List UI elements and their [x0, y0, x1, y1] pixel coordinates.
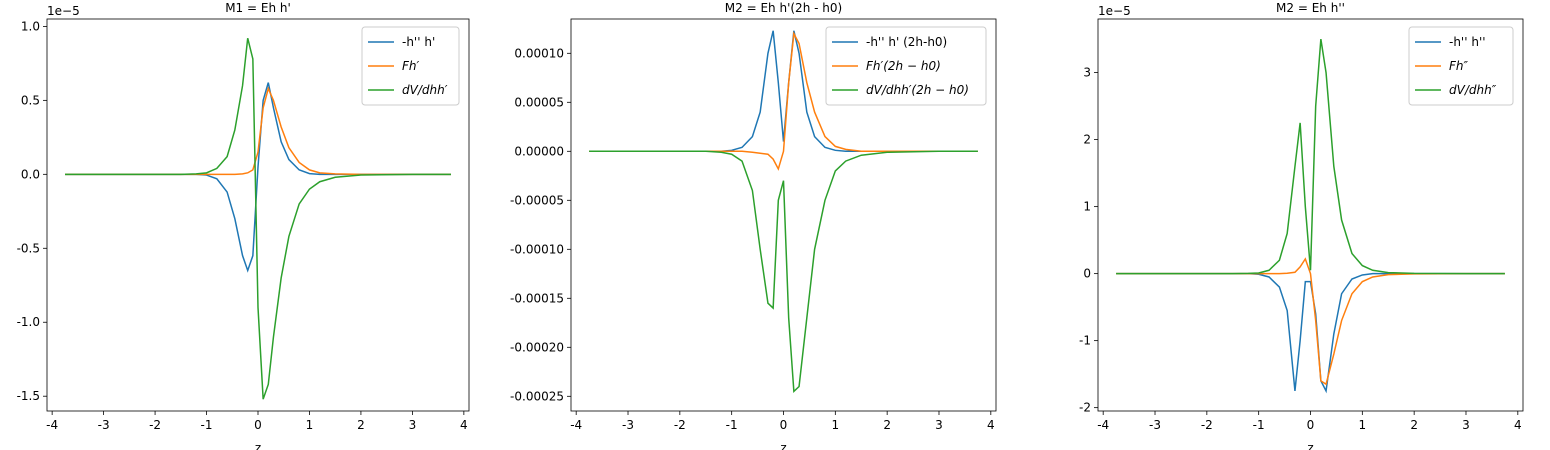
x-tick-label: -2 [1201, 418, 1213, 432]
x-tick-label: -4 [1097, 418, 1109, 432]
legend-label: -h'' h' (2h-h0) [866, 35, 947, 49]
y-tick-label: -2 [1079, 401, 1091, 415]
series-line [65, 38, 451, 400]
x-tick-label: -1 [726, 418, 738, 432]
series-line [1116, 257, 1505, 386]
x-tick-label: 4 [1514, 418, 1522, 432]
legend-label: Fh″ [1449, 59, 1469, 73]
legend-box [825, 26, 987, 106]
y-tick-label: -0.5 [17, 241, 40, 255]
x-tick-label: 1 [832, 418, 840, 432]
x-axis-label: z [1307, 441, 1313, 450]
x-tick-label: -3 [98, 418, 110, 432]
x-tick-label: 3 [935, 418, 943, 432]
y-tick-label: -0.00025 [510, 389, 564, 403]
x-tick-label: 0 [780, 418, 788, 432]
y-tick-label: 0.00000 [514, 144, 564, 158]
y-tick-label: -0.00010 [510, 242, 564, 256]
x-axis-label: z [255, 441, 261, 450]
offset-label: 1e−5 [47, 4, 80, 18]
series-line [589, 31, 978, 171]
x-tick-label: 2 [1410, 418, 1418, 432]
legend-label: dV/dhh′(2h − h0) [866, 83, 969, 97]
x-tick-label: 0 [254, 418, 262, 432]
offset-label: 1e−5 [1098, 4, 1131, 18]
y-tick-label: -0.00015 [510, 291, 564, 305]
y-tick-label: 0 [1083, 267, 1091, 281]
y-tick-label: -0.00020 [510, 340, 564, 354]
y-tick-label: -1.5 [17, 389, 40, 403]
x-tick-label: -1 [1253, 418, 1265, 432]
series-line [589, 150, 978, 394]
y-tick-label: 0.00010 [514, 46, 564, 60]
legend-label: dV/dhh″ [1449, 83, 1497, 97]
legend-box [1408, 26, 1514, 106]
series-line [1116, 272, 1505, 394]
chart-title: M1 = Eh h' [225, 1, 291, 15]
y-tick-label: 0.0 [21, 167, 40, 181]
axes-frame [570, 18, 997, 412]
x-tick-label: 1 [306, 418, 314, 432]
y-tick-label: 2 [1083, 133, 1091, 147]
x-tick-label: 1 [1359, 418, 1367, 432]
x-tick-label: -1 [201, 418, 213, 432]
x-tick-label: 4 [460, 418, 468, 432]
legend-label: dV/dhh′ [402, 83, 448, 97]
legend-label: -h'' h' [402, 35, 435, 49]
series-line [1116, 38, 1505, 275]
x-tick-label: 0 [1307, 418, 1315, 432]
legend-box [361, 26, 460, 106]
x-tick-label: 3 [409, 418, 417, 432]
y-tick-label: -0.00005 [510, 193, 564, 207]
x-tick-label: 2 [357, 418, 365, 432]
axes-frame [46, 18, 470, 412]
y-tick-label: 1.0 [21, 19, 40, 33]
x-tick-label: 2 [883, 418, 891, 432]
x-tick-label: -2 [149, 418, 161, 432]
x-tick-label: -2 [674, 418, 686, 432]
legend-label: Fh′ [402, 59, 420, 73]
series-line [65, 82, 451, 273]
x-axis-label: z [780, 441, 786, 450]
legend-label: Fh′(2h − h0) [866, 59, 941, 73]
y-tick-label: 1 [1083, 200, 1091, 214]
x-tick-label: 3 [1462, 418, 1470, 432]
y-tick-label: 0.5 [21, 93, 40, 107]
legend-label: -h'' h'' [1449, 35, 1486, 49]
x-tick-label: -3 [1149, 418, 1161, 432]
y-tick-label: -1.0 [17, 315, 40, 329]
x-tick-label: -4 [570, 418, 582, 432]
x-tick-label: -3 [622, 418, 634, 432]
axes-frame [1097, 18, 1524, 412]
y-tick-label: 0.00005 [514, 95, 564, 109]
chart-title: M2 = Eh h'(2h - h0) [725, 1, 842, 15]
x-tick-label: 4 [987, 418, 995, 432]
x-tick-label: -4 [46, 418, 58, 432]
chart-title: M2 = Eh h'' [1276, 1, 1345, 15]
y-tick-label: 3 [1083, 66, 1091, 80]
y-tick-label: -1 [1079, 334, 1091, 348]
